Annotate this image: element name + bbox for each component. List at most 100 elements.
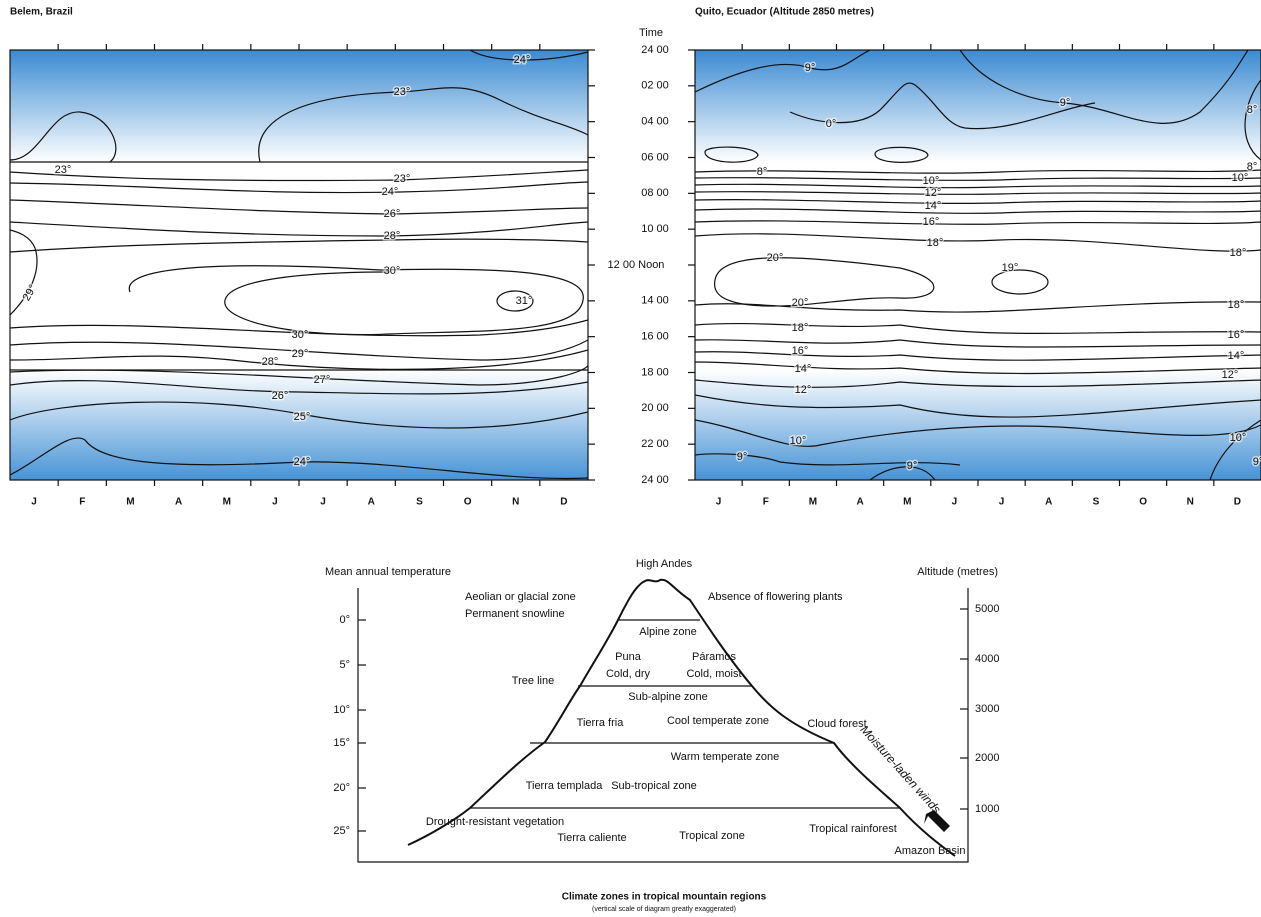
zone-label: Aeolian or glacial zone: [465, 591, 576, 603]
time-label: 06 00: [641, 151, 669, 163]
contour-label: 28°: [262, 356, 279, 368]
axis-title: Time: [639, 27, 663, 39]
zone-label: Tierra fria: [577, 717, 625, 729]
month-label: J: [272, 497, 278, 508]
zone-label: Tierra templada: [526, 780, 604, 792]
contour-label: 12°: [925, 187, 942, 199]
time-label: 12 00 Noon: [608, 259, 665, 271]
left-tick-label: 0°: [339, 614, 350, 626]
month-label: A: [175, 497, 182, 508]
zone-label: Sub-tropical zone: [611, 780, 697, 792]
zone-label: Páramos: [692, 651, 737, 663]
zone-label: Tierra caliente: [557, 832, 626, 844]
contour-label: 23°: [394, 173, 411, 185]
month-label: S: [416, 497, 423, 508]
caption-note: (vertical scale of diagram greatly exagg…: [592, 906, 736, 913]
left-tick-label: 15°: [333, 737, 350, 749]
zone-label: Cold, moist: [686, 668, 741, 680]
contour-label: 24°: [294, 456, 311, 468]
zone-label: Cool temperate zone: [667, 715, 769, 727]
left-tick-label: 25°: [333, 825, 350, 837]
month-label: N: [1187, 497, 1194, 508]
contour-label: 23°: [394, 86, 411, 98]
zone-label: Amazon Basin: [895, 845, 966, 857]
axis-title: Altitude (metres): [917, 566, 998, 578]
contour-label: 27°: [314, 374, 331, 386]
month-label: A: [856, 497, 863, 508]
month-label: F: [763, 497, 769, 508]
zone-label: Absence of flowering plants: [708, 591, 843, 603]
contour-label: 20°: [767, 252, 784, 264]
contour-label: 25°: [294, 411, 311, 423]
left-tick-label: 10°: [333, 704, 350, 716]
time-label: 02 00: [641, 80, 669, 92]
month-label: F: [79, 497, 85, 508]
contour-label: 10°: [923, 175, 940, 187]
zone-label: Tropical rainforest: [809, 823, 897, 835]
right-tick-label: 4000: [975, 653, 999, 665]
month-label: J: [716, 497, 722, 508]
contour-label: 30°: [292, 329, 309, 341]
panel-title: Belem, Brazil: [10, 7, 73, 18]
axis-title: Mean annual temperature: [325, 566, 451, 578]
time-label: 16 00: [641, 331, 669, 343]
contour-label: 29°: [292, 348, 309, 360]
contour-label: 28°: [384, 230, 401, 242]
panel-title: Quito, Ecuador (Altitude 2850 metres): [695, 7, 874, 18]
right-tick-label: 5000: [975, 603, 999, 615]
contour-label: 18°: [1228, 299, 1245, 311]
time-label: 08 00: [641, 187, 669, 199]
time-label: 24 00: [641, 44, 669, 56]
night-band: [695, 50, 1261, 162]
zone-label: Drought-resistant vegetation: [426, 816, 564, 828]
quito-panel: [695, 50, 1261, 480]
contour-label: 24°: [514, 54, 531, 66]
zone-label: Alpine zone: [639, 626, 697, 638]
diagram-title: High Andes: [636, 558, 693, 570]
caption: Climate zones in tropical mountain regio…: [562, 892, 767, 903]
contour-label: 23°: [55, 164, 72, 176]
contour-label: 10°: [1232, 172, 1249, 184]
month-label: M: [809, 497, 817, 508]
zone-label: Sub-alpine zone: [628, 691, 708, 703]
time-label: 24 00: [641, 474, 669, 486]
zone-label: Permanent snowline: [465, 608, 565, 620]
contour-label: 19°: [1002, 262, 1019, 274]
month-label: D: [560, 497, 567, 508]
zone-label: Puna: [615, 651, 642, 663]
contour-label: 12°: [795, 384, 812, 396]
night-band: [10, 50, 588, 162]
time-label: 04 00: [641, 116, 669, 128]
month-label: O: [464, 497, 472, 508]
zone-label: Cold, dry: [606, 668, 651, 680]
month-label: M: [223, 497, 231, 508]
contour-label: 26°: [384, 208, 401, 220]
contour-label: 24°: [382, 186, 399, 198]
right-tick-label: 3000: [975, 703, 999, 715]
month-label: J: [952, 497, 958, 508]
month-label: O: [1139, 497, 1147, 508]
contour-label: 9°: [1253, 456, 1261, 468]
contour-label: 14°: [795, 363, 812, 375]
zone-label: Warm temperate zone: [671, 751, 779, 763]
contour-label: 10°: [1230, 432, 1247, 444]
left-tick-label: 20°: [333, 782, 350, 794]
month-label: J: [320, 497, 326, 508]
contour-label: 12°: [1222, 369, 1239, 381]
time-label: 20 00: [641, 402, 669, 414]
contour-label: 18°: [1230, 247, 1247, 259]
month-label: S: [1093, 497, 1100, 508]
right-tick-label: 2000: [975, 752, 999, 764]
contour-label: 9°: [907, 460, 918, 472]
month-label: D: [1234, 497, 1241, 508]
zone-label: Tropical zone: [679, 830, 745, 842]
contour-label: 14°: [1228, 350, 1245, 362]
contour-label: 8°: [1247, 104, 1258, 116]
contour-label: 18°: [792, 322, 809, 334]
contour-label: 16°: [1228, 329, 1245, 341]
month-label: J: [31, 497, 37, 508]
month-label: A: [368, 497, 375, 508]
zone-label: Moisture-laden winds: [857, 723, 943, 817]
contour-label: 8°: [757, 166, 768, 178]
contour-label: 30°: [384, 265, 401, 277]
